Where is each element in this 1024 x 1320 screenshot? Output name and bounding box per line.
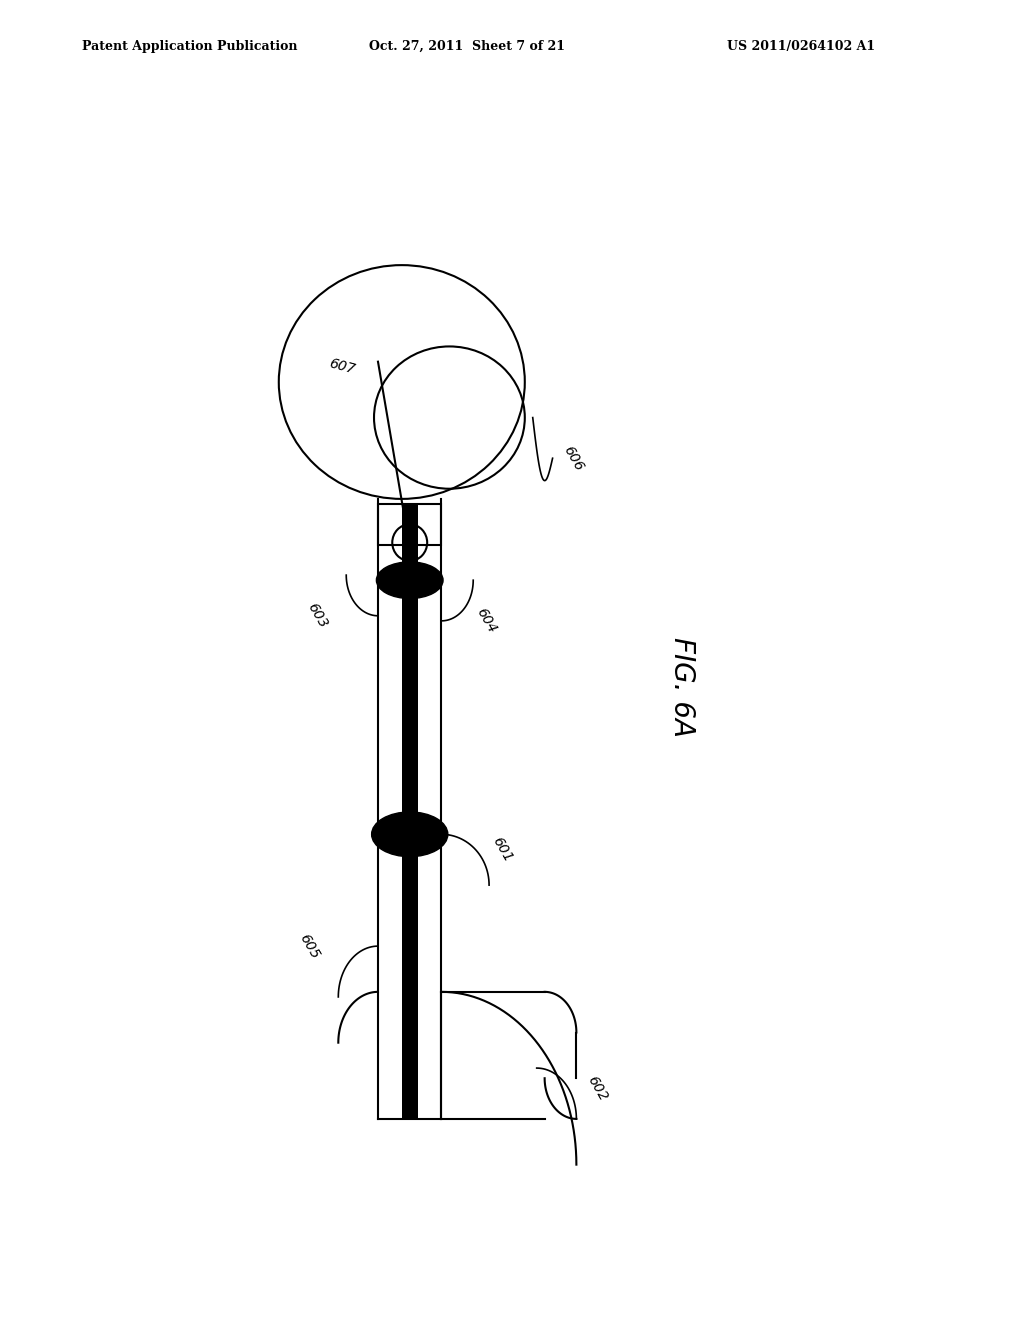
Text: 606: 606 <box>560 444 586 474</box>
Text: 603: 603 <box>305 601 331 631</box>
Text: 607: 607 <box>328 356 357 378</box>
Ellipse shape <box>372 812 447 857</box>
Ellipse shape <box>377 562 443 598</box>
Text: 604: 604 <box>473 606 499 636</box>
Text: Patent Application Publication: Patent Application Publication <box>82 40 297 53</box>
Text: Oct. 27, 2011  Sheet 7 of 21: Oct. 27, 2011 Sheet 7 of 21 <box>369 40 564 53</box>
Text: 602: 602 <box>585 1073 609 1104</box>
Text: 605: 605 <box>297 931 323 961</box>
Text: IOL: IOL <box>404 540 416 545</box>
Bar <box>378 504 441 545</box>
Text: 601: 601 <box>489 834 514 865</box>
Text: FIG. 6A: FIG. 6A <box>668 638 695 737</box>
Bar <box>401 504 418 1119</box>
Text: US 2011/0264102 A1: US 2011/0264102 A1 <box>727 40 876 53</box>
